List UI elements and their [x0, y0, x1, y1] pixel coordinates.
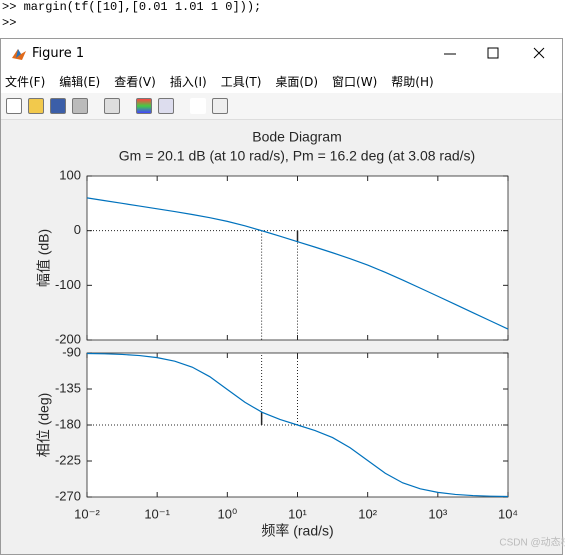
- close-button[interactable]: [533, 47, 545, 59]
- y-tick-label: -270: [55, 488, 81, 503]
- title-bar: Figure 1: [1, 39, 562, 69]
- y-tick-label: -135: [55, 380, 81, 395]
- x-tick-label: 10⁰: [217, 506, 237, 521]
- chart-subtitle: Gm = 20.1 dB (at 10 rad/s), Pm = 16.2 de…: [119, 148, 475, 164]
- toolbar: [1, 93, 562, 120]
- link-button[interactable]: [104, 98, 120, 114]
- y-tick-label: -90: [62, 344, 81, 359]
- y-axis-label: 相位 (deg): [36, 393, 52, 458]
- maximize-button[interactable]: [487, 47, 499, 59]
- y-tick-label: -100: [55, 277, 81, 292]
- console-prompt: >>: [2, 16, 17, 30]
- console-command: >> margin(tf([10],[0.01 1.01 1 0]));: [2, 0, 262, 14]
- watermark: CSDN @动态枝杆: [499, 536, 565, 549]
- menu-item[interactable]: 查看(V): [114, 74, 156, 89]
- y-tick-label: -225: [55, 452, 81, 467]
- y-tick-label: 100: [59, 167, 81, 182]
- data-line: [86, 197, 509, 330]
- y-tick-label: -200: [55, 331, 81, 346]
- x-tick-label: 10¹: [288, 506, 307, 521]
- menu-item[interactable]: 编辑(E): [59, 74, 101, 89]
- menu-item[interactable]: 文件(F): [5, 74, 46, 89]
- open-button[interactable]: [28, 98, 44, 114]
- print-button[interactable]: [72, 98, 88, 114]
- menu-item[interactable]: 帮助(H): [391, 74, 434, 89]
- app-icon: [12, 49, 26, 60]
- x-tick-label: 10³: [428, 506, 447, 521]
- new-button[interactable]: [6, 98, 22, 114]
- colorbar-button[interactable]: [136, 98, 152, 114]
- pointer-button[interactable]: [190, 98, 206, 114]
- legend-button[interactable]: [158, 98, 174, 114]
- menu-item[interactable]: 插入(I): [169, 74, 207, 89]
- menu-item[interactable]: 工具(T): [220, 74, 262, 89]
- menu-item[interactable]: 窗口(W): [332, 74, 378, 89]
- y-axis-label: 幅值 (dB): [36, 229, 52, 287]
- menu-bar: 文件(F) 编辑(E) 查看(V) 插入(I) 工具(T) 桌面(D) 窗口(W) 帮助(H): [1, 69, 562, 93]
- x-axis-label: 频率 (rad/s): [261, 523, 333, 539]
- x-tick-label: 10⁻¹: [144, 506, 170, 521]
- y-tick-label: 0: [74, 222, 81, 237]
- save-button[interactable]: [50, 98, 66, 114]
- x-tick-label: 10⁻²: [74, 506, 100, 521]
- x-tick-label: 10⁴: [498, 506, 518, 521]
- window-buttons: [444, 47, 545, 59]
- x-tick-label: 10²: [358, 506, 377, 521]
- chart-title: Bode Diagram: [252, 129, 342, 145]
- window-title: Figure 1: [32, 46, 85, 61]
- menu-item[interactable]: 桌面(D): [275, 74, 319, 89]
- y-tick-label: -180: [55, 416, 81, 431]
- data-line: [86, 352, 509, 498]
- property-button[interactable]: [212, 98, 228, 114]
